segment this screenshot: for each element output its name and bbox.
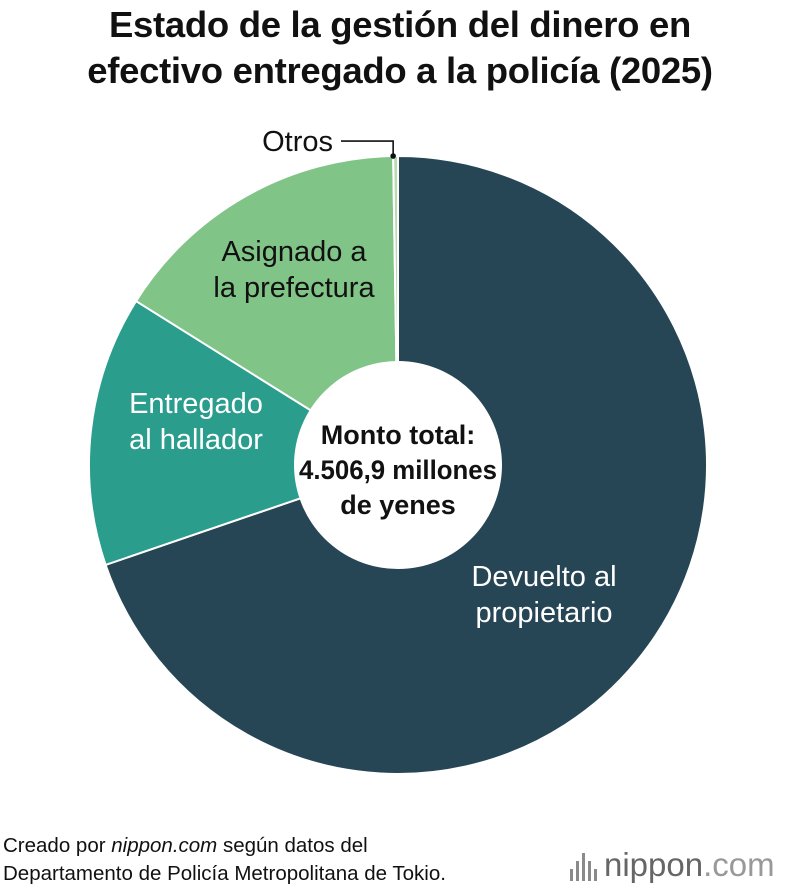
nippon-logo: nippon .com [570,845,775,885]
slice-label-1: Entregado al hallador [129,388,263,456]
slice-label-0: Devuelto al propietario [471,561,616,629]
slice-label-3: Otros [262,126,333,158]
donut-hole [294,361,502,569]
source-line-2: Departamento de Policía Metropolitana de… [3,862,446,885]
chart-title-line-2: efectivo entregado a la policía (2025) [87,50,713,91]
center-total-label: Monto total: 4.506,9 millones de yenes [299,420,497,520]
logo-bars-icon [570,849,597,881]
logo-suffix: .com [703,846,775,883]
source-site: nippon.com [111,834,218,857]
source-note: Creado por nippon.com según datos del De… [3,832,446,888]
callout-line-3 [341,140,394,157]
logo-text: nippon [604,846,704,883]
slice-label-2: Asignado a la prefectura [213,236,375,304]
callout-dot-3 [390,153,396,159]
chart-title: Estado de la gestión del dinero en efect… [0,2,800,94]
pie-slice-1 [88,299,401,567]
chart-title-line-1: Estado de la gestión del dinero en [108,4,692,45]
source-line-1: Creado por nippon.com según datos del [3,834,368,857]
